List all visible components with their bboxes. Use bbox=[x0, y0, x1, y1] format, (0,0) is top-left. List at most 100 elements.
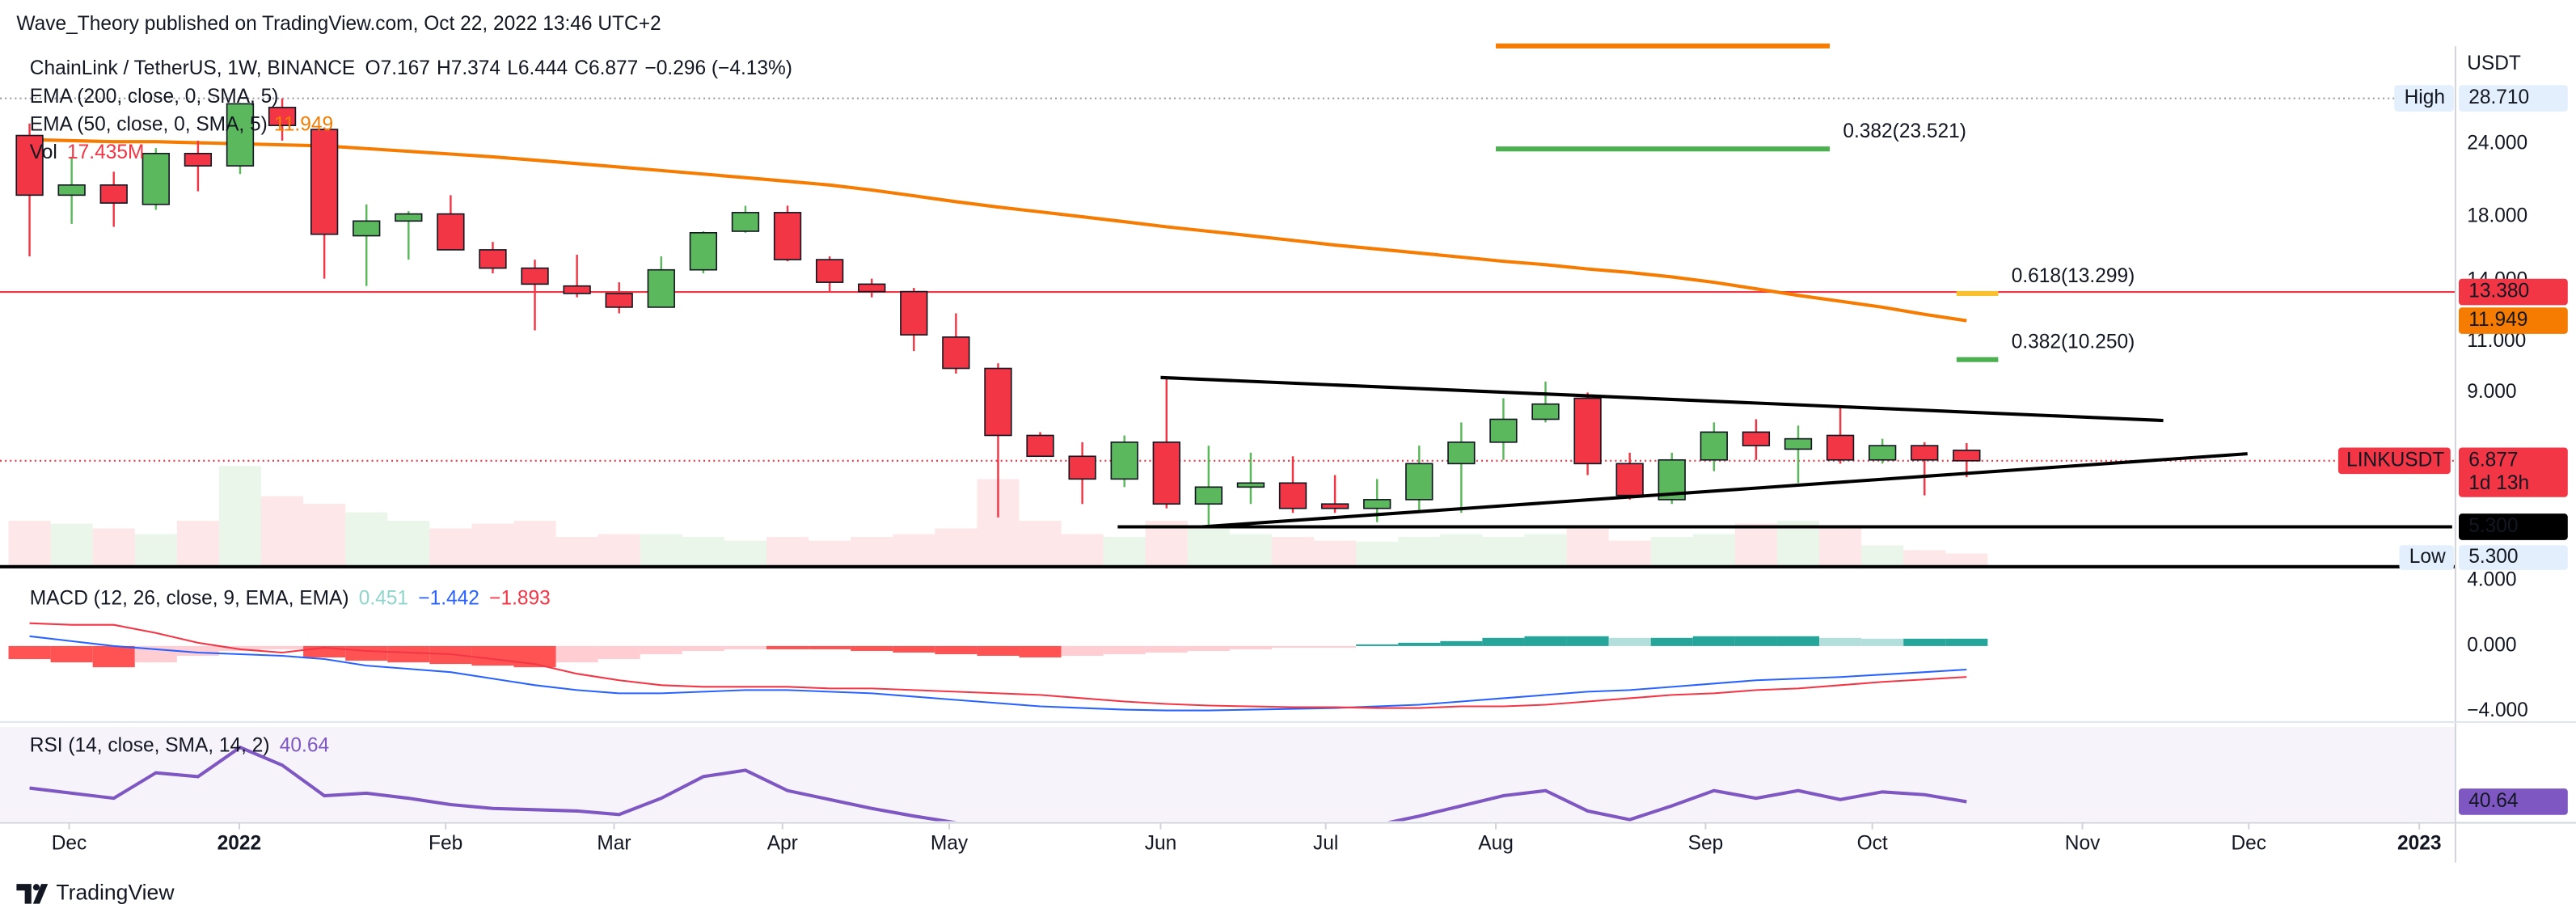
macd-legend: MACD (12, 26, close, 9, EMA, EMA) 0.451 −1… bbox=[30, 588, 551, 610]
volume-bar bbox=[1692, 534, 1735, 567]
macd-y-tick-label: 4.000 bbox=[2467, 569, 2516, 591]
volume-bar bbox=[303, 504, 346, 567]
macd-hist-bar bbox=[345, 645, 388, 661]
candle-body bbox=[1489, 418, 1518, 443]
candle-body bbox=[1236, 482, 1265, 488]
y-tick-label: 24.000 bbox=[2467, 132, 2527, 154]
macd-hist-bar bbox=[1819, 637, 1862, 646]
candle-body bbox=[647, 268, 675, 308]
macd-hist-bar bbox=[1271, 645, 1315, 648]
x-tick-label: 2022 bbox=[217, 833, 262, 855]
candle-body bbox=[1573, 397, 1602, 465]
volume-bar bbox=[640, 534, 682, 567]
candle-body bbox=[395, 213, 423, 222]
macd-hist-bar bbox=[724, 645, 766, 649]
volume-bar bbox=[682, 536, 724, 567]
candle-body bbox=[773, 212, 802, 260]
volume-bar bbox=[429, 528, 472, 567]
level-label-box bbox=[2458, 278, 2568, 306]
high-label: 28.710 bbox=[2468, 87, 2529, 108]
footer-brand: TradingView bbox=[56, 880, 175, 904]
macd-title: MACD (12, 26, close, 9, EMA, EMA) bbox=[30, 588, 349, 610]
level-label: 13.380 bbox=[2468, 281, 2529, 302]
trend-line bbox=[1160, 375, 2164, 423]
candle-body bbox=[1110, 442, 1138, 480]
front-layer: 24.00018.00014.00011.0009.000Dec2022FebM… bbox=[52, 85, 2568, 855]
macd-pane bbox=[8, 622, 1988, 712]
volume-legend: Vol 17.435M bbox=[30, 142, 145, 163]
volume-bar bbox=[1103, 536, 1146, 567]
candle-body bbox=[563, 285, 591, 294]
candle-body bbox=[268, 107, 297, 126]
candle-body bbox=[15, 134, 44, 196]
volume-bar bbox=[1061, 534, 1104, 567]
ema-line bbox=[29, 137, 1967, 323]
x-tick-label: May bbox=[931, 833, 969, 855]
fib-label: 0.382(23.521) bbox=[1843, 120, 1966, 142]
macd-hist-bar bbox=[1650, 637, 1693, 646]
candle-body bbox=[689, 232, 718, 271]
macd-y-tick-label: −4.000 bbox=[2467, 699, 2528, 721]
macd-hist-bar bbox=[851, 645, 893, 651]
volume-name: Vol bbox=[30, 142, 57, 163]
volume-bar bbox=[1819, 528, 1862, 567]
price-pane bbox=[0, 97, 2456, 527]
low-label: 5.300 bbox=[2468, 546, 2518, 568]
x-tick-label: Dec bbox=[52, 833, 87, 855]
volume-bar bbox=[1482, 536, 1525, 567]
volume-bar bbox=[513, 521, 556, 567]
macd-hist-bar bbox=[598, 645, 640, 660]
candle-body bbox=[1363, 499, 1391, 509]
candle-body bbox=[1026, 434, 1054, 458]
macd-hist-bar bbox=[1524, 636, 1567, 646]
fib-label: 0.618(13.299) bbox=[2012, 265, 2135, 287]
candle-body bbox=[479, 249, 507, 269]
candle-body bbox=[731, 212, 760, 232]
volume-bar bbox=[1734, 523, 1777, 567]
volume-bar bbox=[724, 540, 766, 567]
fib-label: 0.382(10.250) bbox=[2012, 332, 2135, 353]
volume-bar bbox=[1608, 540, 1651, 567]
macd-hist-bar bbox=[1734, 636, 1777, 646]
candle-body bbox=[310, 129, 339, 235]
volume-bar bbox=[1271, 536, 1315, 567]
macd-hist-bar bbox=[471, 645, 514, 666]
x-tick-label: Jul bbox=[1313, 833, 1338, 855]
rsi-band bbox=[0, 727, 2456, 822]
macd-line bbox=[29, 635, 1967, 712]
volume-bar bbox=[1945, 553, 1988, 567]
macd-hist-bar bbox=[809, 645, 851, 649]
x-tick-label: Dec bbox=[2231, 833, 2266, 855]
unit-label: USDT bbox=[2467, 53, 2521, 74]
symbol-label: LINKUSDT bbox=[2346, 449, 2444, 471]
ohlc-open: O7.167 bbox=[365, 57, 430, 79]
candle-body bbox=[1700, 431, 1728, 461]
volume-bar bbox=[50, 523, 93, 567]
macd-hist-bar bbox=[1861, 638, 1904, 646]
volume-bar bbox=[598, 534, 640, 567]
ema-legend: EMA (50, close, 0, SMA, 5) 11.949 bbox=[30, 114, 333, 136]
volume-bar bbox=[809, 540, 851, 567]
macd-hist-bar bbox=[92, 645, 135, 668]
macd-hist-bar bbox=[1356, 644, 1399, 646]
x-tick-label: Aug bbox=[1478, 833, 1514, 855]
logo-icon bbox=[16, 884, 49, 904]
volume-bar bbox=[387, 521, 430, 567]
macd-hist-bar bbox=[1482, 637, 1525, 646]
macd-hist-bar bbox=[766, 645, 809, 649]
macd-hist-bar bbox=[977, 645, 1020, 657]
volume-bar bbox=[92, 528, 135, 567]
main-layer: 0.382(23.521) 0.618(13.299) 0.382(10.250) bbox=[0, 43, 2576, 822]
candle-body bbox=[226, 103, 255, 167]
macd-hist-bar bbox=[1314, 645, 1357, 648]
volume-bar bbox=[1019, 521, 1062, 567]
volume-bar bbox=[1314, 540, 1357, 567]
volume-bar bbox=[1861, 545, 1904, 567]
candle-body bbox=[1784, 437, 1813, 450]
low-name-box bbox=[2399, 545, 2454, 570]
volume-bar bbox=[1187, 528, 1230, 567]
macd-hist-bar bbox=[50, 645, 93, 663]
volume-bar bbox=[218, 466, 262, 567]
macd-hist-bar bbox=[1776, 636, 1820, 646]
